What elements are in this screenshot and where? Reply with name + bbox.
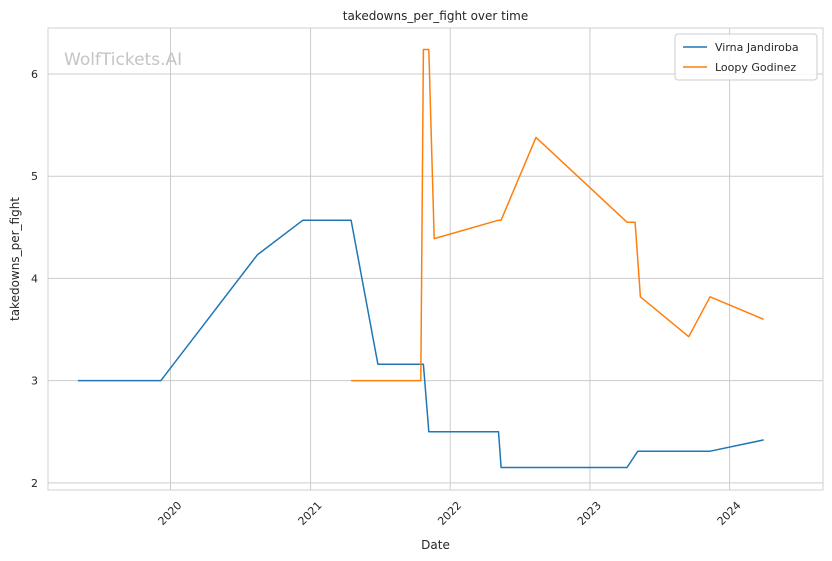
y-tick-label: 2 [31, 477, 38, 490]
watermark: WolfTickets.AI [64, 50, 182, 70]
y-tick-label: 6 [31, 68, 38, 81]
plot-area [47, 27, 824, 491]
x-axis-label: Date [421, 538, 450, 552]
y-tick-label: 4 [31, 272, 38, 285]
legend-label: Loopy Godinez [715, 61, 796, 74]
series-layer [77, 48, 764, 469]
y-axis-ticks: 2 3 4 5 6 [31, 68, 38, 490]
legend: Virna Jandiroba Loopy Godinez [674, 33, 818, 81]
series-line [351, 48, 764, 382]
series-line [77, 219, 764, 469]
legend-label: Virna Jandiroba [715, 41, 799, 54]
y-tick-label: 3 [31, 375, 38, 388]
y-tick-label: 5 [31, 170, 38, 183]
legend-box [674, 33, 818, 81]
y-axis-label: takedowns_per_fight [8, 197, 22, 321]
chart-title: takedowns_per_fight over time [343, 9, 529, 23]
